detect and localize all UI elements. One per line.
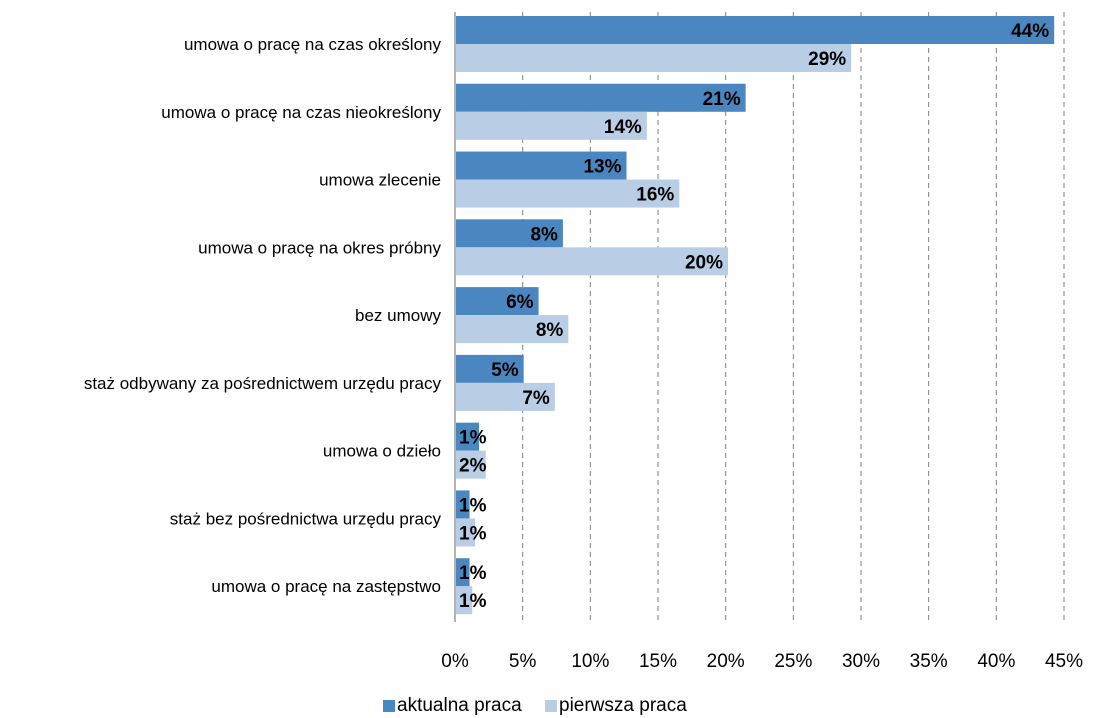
- bar-aktualna-praca: [456, 354, 524, 383]
- data-label: 1%: [459, 428, 487, 449]
- bar-pierwsza-praca: [456, 382, 555, 411]
- x-tick-label: 35%: [910, 651, 948, 672]
- bar-pierwsza-praca: [456, 315, 569, 344]
- bar-aktualna-praca: [456, 287, 539, 316]
- legend-swatch: [545, 700, 557, 712]
- bar-pierwsza-praca: [456, 179, 680, 208]
- data-label: 8%: [536, 320, 564, 341]
- category-labels: umowa o pracę na czas określony umowa o p…: [84, 35, 442, 596]
- category-label: umowa o pracę na czas nieokreślony: [161, 103, 441, 122]
- bar-aktualna-praca: [456, 558, 470, 587]
- category-label: staż odbywany za pośrednictwem urzędu pr…: [84, 374, 442, 393]
- category-label: umowa o pracę na czas określony: [184, 35, 442, 54]
- bar-aktualna-praca: [456, 490, 470, 519]
- data-label: 1%: [459, 523, 487, 544]
- data-label: 13%: [583, 157, 621, 178]
- data-label: 1%: [459, 563, 487, 584]
- bar-aktualna-praca: [456, 151, 627, 180]
- bar-pierwsza-praca: [456, 111, 647, 140]
- bar-aktualna-praca: [456, 422, 480, 451]
- x-tick-label: 15%: [639, 651, 677, 672]
- x-tick-label: 10%: [571, 651, 609, 672]
- category-label: bez umowy: [355, 306, 441, 325]
- x-tick-label: 45%: [1045, 651, 1083, 672]
- bar-pierwsza-praca: [456, 586, 473, 615]
- bar-pierwsza-praca: [456, 518, 475, 547]
- data-label: 6%: [506, 292, 534, 313]
- data-label: 7%: [522, 388, 550, 409]
- data-label: 20%: [685, 252, 723, 273]
- data-label: 14%: [604, 117, 642, 138]
- category-label: umowa o dzieło: [323, 442, 441, 461]
- x-axis-tick-labels: 0% 5% 10% 15% 20% 25% 30% 35% 40% 45%: [441, 651, 1083, 672]
- x-tick-label: 40%: [977, 651, 1015, 672]
- category-label: umowa o pracę na okres próbny: [198, 238, 441, 257]
- bar-aktualna-praca: [456, 219, 563, 248]
- data-label: 5%: [491, 360, 519, 381]
- legend: aktualna praca pierwsza praca: [383, 695, 687, 716]
- x-tick-label: 0%: [441, 651, 469, 672]
- category-label: staż bez pośrednictwa urzędu pracy: [170, 509, 442, 528]
- x-tick-label: 30%: [842, 651, 880, 672]
- data-label: 8%: [530, 224, 558, 245]
- bar-area: [456, 16, 1055, 615]
- bar-pierwsza-praca: [456, 44, 852, 72]
- data-labels: 44%29%21%14%13%16%8%20%6%8%5%7%1%2%1%1%1…: [459, 21, 1049, 612]
- x-tick-label: 20%: [707, 651, 745, 672]
- data-label: 1%: [459, 495, 487, 516]
- x-tick-label: 5%: [509, 651, 537, 672]
- bar-aktualna-praca: [456, 16, 1055, 44]
- category-label: umowa o pracę na zastępstwo: [211, 577, 441, 596]
- data-label: 44%: [1011, 21, 1049, 42]
- x-tick-label: 25%: [774, 651, 812, 672]
- legend-label: pierwsza praca: [559, 695, 687, 716]
- bar-aktualna-praca: [456, 83, 746, 112]
- category-label: umowa zlecenie: [319, 171, 441, 190]
- data-label: 16%: [636, 185, 674, 206]
- bar-pierwsza-praca: [456, 450, 486, 479]
- data-label: 29%: [808, 49, 846, 70]
- data-label: 21%: [703, 89, 741, 110]
- legend-swatch: [383, 700, 395, 712]
- legend-label: aktualna praca: [397, 695, 522, 716]
- data-label: 1%: [459, 591, 487, 612]
- bar-pierwsza-praca: [456, 247, 729, 276]
- data-label: 2%: [459, 456, 487, 477]
